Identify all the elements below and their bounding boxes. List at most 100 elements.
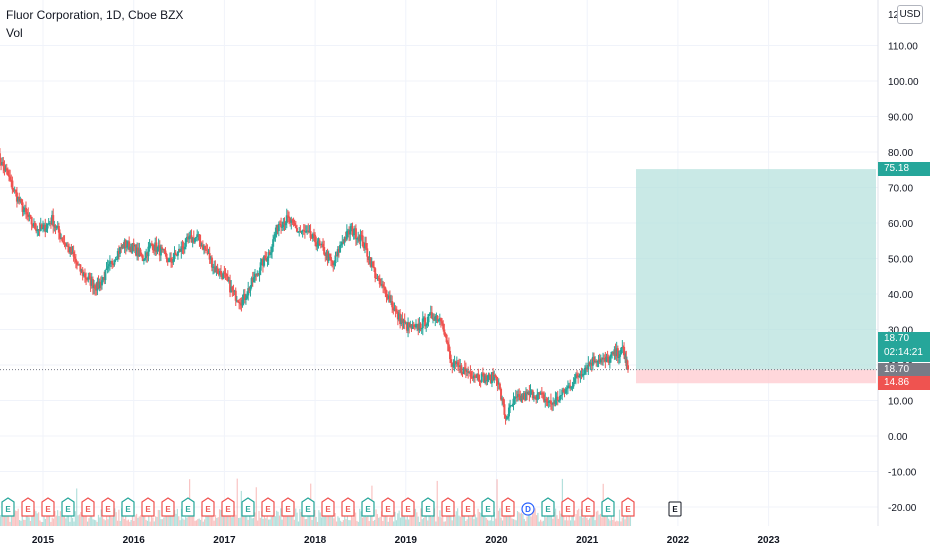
candle-body [571,386,574,388]
event-marker[interactable]: E [101,497,115,517]
candle-body [316,245,319,247]
candle-body [55,226,58,228]
volume-bar [480,512,482,526]
earnings-icon [241,497,255,517]
volume-bar [187,511,189,526]
candle-body [153,250,156,252]
volume-bar [616,520,618,526]
future-event-marker[interactable]: E [668,501,682,517]
event-marker[interactable]: E [241,497,255,517]
event-marker[interactable]: E [321,497,335,517]
candle-body [605,356,608,362]
event-marker[interactable]: E [201,497,215,517]
earnings-icon [421,497,435,517]
candle-body [225,274,228,277]
candle-body [509,405,512,408]
earnings-icon [581,497,595,517]
event-marker[interactable]: E [301,497,315,517]
candle-body [594,360,597,363]
event-marker[interactable]: E [381,497,395,517]
volume-bar [440,517,442,526]
candle-body [233,290,236,292]
candle-body [359,235,362,242]
volume-bar [205,512,207,526]
volume-bar [593,510,595,526]
candle-body [386,296,389,299]
event-marker[interactable]: E [361,497,375,517]
candle-body [87,276,90,280]
currency-button[interactable]: USD [897,5,923,24]
event-marker[interactable]: E [141,497,155,517]
event-marker[interactable]: E [221,497,235,517]
candle-body [90,279,93,286]
x-tick-label: 2021 [576,535,599,546]
profit-zone[interactable] [636,169,876,370]
candle-body [360,235,363,237]
candle-body [292,219,295,223]
volume-bar [425,512,427,526]
volume-bar [63,510,66,526]
event-marker[interactable]: E [481,497,495,517]
entry-price-tag[interactable]: 18.70 [878,362,930,377]
event-marker[interactable]: E [81,497,95,517]
event-marker[interactable]: E [261,497,275,517]
volume-bar [489,520,491,526]
event-marker[interactable]: E [41,497,55,517]
stop-price-tag[interactable]: 14.86 [878,376,930,391]
event-marker[interactable]: E [181,497,195,517]
candle-body [366,248,369,257]
volume-bar [458,515,460,526]
loss-zone[interactable] [636,369,876,384]
volume-bar [306,518,308,526]
event-marker[interactable]: E [441,497,455,517]
candle-body [383,286,386,288]
candle-body [72,251,75,257]
event-marker[interactable]: E [501,497,515,517]
event-marker[interactable]: E [401,497,415,517]
earnings-icon [21,497,35,517]
volume-bar [418,521,421,526]
target-price-tag[interactable]: 75.18 [878,162,930,177]
volume-bar [108,516,110,526]
event-marker[interactable]: E [1,497,15,517]
y-tick-label: 0.00 [888,432,908,443]
event-marker[interactable]: E [541,497,555,517]
earnings-icon [501,497,515,517]
candle-body [219,271,222,275]
countdown-timer: 02:14:21 [884,347,923,358]
event-marker[interactable]: E [161,497,175,517]
event-marker[interactable]: E [61,497,75,517]
candle-body [196,234,199,238]
event-marker[interactable]: E [281,497,295,517]
event-marker[interactable]: D [521,502,535,516]
volume-bar [159,510,161,526]
event-marker[interactable]: E [561,497,575,517]
y-axis[interactable]: 110.00 100.00 90.00 80.00 70.00 60.00 50.00 40.… [888,10,919,514]
event-marker[interactable]: E [21,497,35,517]
event-marker[interactable]: E [341,497,355,517]
event-marker[interactable]: E [121,497,135,517]
event-marker[interactable]: E [421,497,435,517]
candle-body [523,393,526,401]
event-marker[interactable]: E [601,497,615,517]
event-marker[interactable]: E [621,497,635,517]
volume-bar [217,517,219,526]
candle-body [209,257,212,260]
candle-body [477,373,480,380]
volume-bar [178,516,180,526]
volume-bar [613,515,615,526]
volume-bar [520,512,523,526]
event-marker[interactable]: E [461,497,475,517]
volume-bar [308,509,310,526]
event-marker[interactable]: E [581,497,595,517]
volume-bar [254,512,256,526]
event-marker-label: E [265,505,271,514]
x-axis[interactable]: 2015 2016 2017 2018 2019 2020 2021 2022 2023 [32,535,780,546]
volume-bar [258,511,260,526]
volume-bar [587,519,589,526]
event-marker-label: E [45,505,51,514]
candle-body [361,235,364,247]
volume-bar [172,510,174,526]
